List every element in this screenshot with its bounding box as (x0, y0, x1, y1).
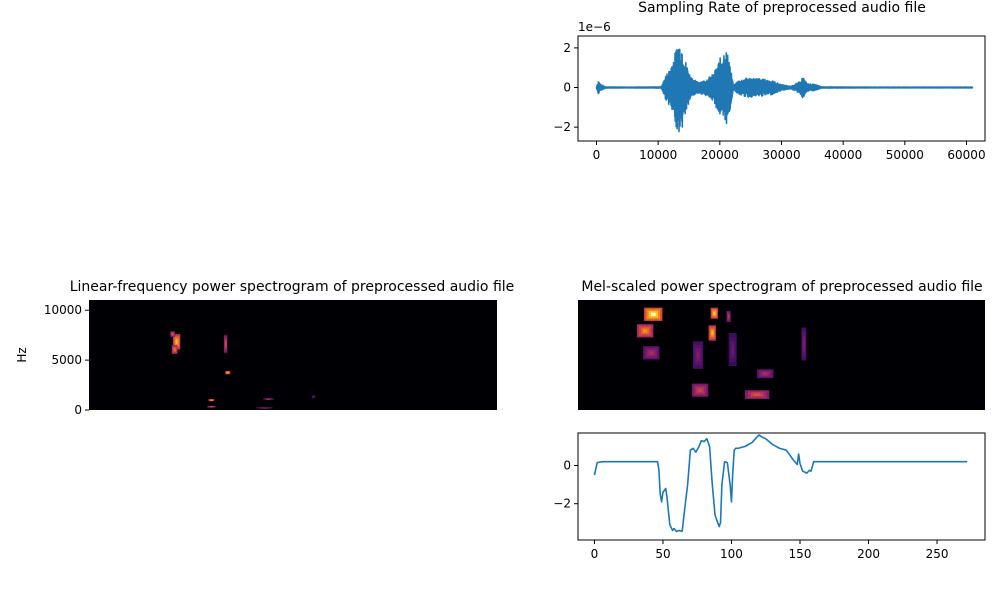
linear-spectrogram-heatmap-cell (210, 399, 213, 401)
linear-spectrogram-ticks: 0 5000 10000 (44, 303, 89, 417)
waveform-x-tick-label: 10000 (639, 148, 677, 162)
waveform-y-tick-label: −2 (553, 120, 571, 134)
waveform-y-tick-label: 2 (563, 41, 571, 55)
linear-spectrogram-title: Linear-frequency power spectrogram of pr… (70, 279, 515, 295)
feature-curve-x-tick-label: 200 (857, 547, 880, 561)
linear-spectrogram-panel: Linear-frequency power spectrogram of pr… (15, 279, 514, 417)
mel-spectrogram-heatmap (637, 307, 807, 399)
mel-spectrogram-heatmap-cell (731, 345, 734, 354)
linear-spectrogram-heatmap-cell (227, 372, 229, 374)
waveform-y-offset-label: 1e−6 (578, 20, 611, 34)
waveform-x-tick-label: 40000 (824, 148, 862, 162)
feature-curve-y-tick-label: −2 (553, 497, 571, 511)
mel-spectrogram-heatmap-cell (713, 311, 716, 315)
linear-spectrogram-heatmap-cell (175, 339, 178, 344)
feature-curve-y-tick-label: 0 (563, 458, 571, 472)
mel-spectrogram-heatmap-cell (643, 329, 648, 333)
waveform-x-tick-label: 30000 (762, 148, 800, 162)
linear-spectrogram-heatmap-cell (267, 398, 270, 400)
linear-spectrogram-background (89, 300, 497, 410)
feature-curve-ticks: 0 50 100 150 200 250 −2 0 (553, 458, 948, 561)
mel-spectrogram-heatmap-cell (649, 351, 654, 355)
waveform-x-tick-label: 50000 (886, 148, 924, 162)
mel-spectrogram-title: Mel-scaled power spectrogram of preproce… (581, 279, 982, 295)
mel-spectrogram-heatmap-cell (698, 388, 703, 392)
linear-spectrogram-y-tick-label: 10000 (44, 303, 82, 317)
feature-curve-x-tick-label: 250 (926, 547, 949, 561)
waveform-title: Sampling Rate of preprocessed audio file (638, 0, 926, 16)
mel-spectrogram-heatmap-cell (754, 393, 761, 396)
feature-curve-panel: 0 50 100 150 200 250 −2 0 (553, 432, 986, 561)
waveform-y-tick-label: 0 (563, 81, 571, 95)
mel-spectrogram-heatmap-cell (651, 312, 656, 316)
mel-spectrogram-heatmap-cell (711, 331, 714, 335)
linear-spectrogram-heatmap-cell (313, 396, 314, 398)
linear-spectrogram-heatmap-cell (174, 348, 176, 351)
linear-spectrogram-heatmap-cell (262, 407, 267, 409)
feature-curve-x-tick-label: 150 (789, 547, 812, 561)
mel-spectrogram-heatmap-cell (728, 315, 730, 318)
linear-spectrogram-heatmap-cell (210, 406, 213, 408)
mel-spectrogram-heatmap-cell (763, 372, 768, 375)
feature-curve-x-tick-label: 50 (655, 547, 670, 561)
mel-spectrogram-panel: Mel-scaled power spectrogram of preproce… (578, 279, 985, 410)
mel-spectrogram-background (578, 300, 985, 410)
linear-spectrogram-heatmap (170, 331, 316, 409)
feature-curve-axes-frame (577, 432, 986, 541)
mel-spectrogram-heatmap-cell (696, 351, 700, 359)
waveform-x-tick-label: 60000 (947, 148, 985, 162)
linear-spectrogram-heatmap-cell (225, 341, 227, 347)
linear-spectrogram-y-tick-label: 0 (74, 403, 82, 417)
waveform-x-tick-label: 0 (593, 148, 601, 162)
mel-spectrogram-heatmap-cell (803, 339, 805, 349)
waveform-series-line (595, 48, 974, 133)
waveform-ticks: 0 10000 20000 30000 40000 50000 60000 −2 0 2 (553, 41, 985, 162)
linear-spectrogram-ylabel: Hz (15, 347, 29, 362)
feature-curve-x-tick-label: 0 (591, 547, 599, 561)
waveform-x-tick-label: 20000 (701, 148, 739, 162)
feature-curve-series-line (593, 434, 968, 533)
waveform-panel: Sampling Rate of preprocessed audio file… (553, 0, 985, 162)
linear-spectrogram-heatmap-cell (172, 333, 174, 335)
feature-curve-x-tick-label: 100 (720, 547, 743, 561)
linear-spectrogram-y-tick-label: 5000 (51, 353, 82, 367)
waveform-axes-frame (577, 35, 986, 142)
